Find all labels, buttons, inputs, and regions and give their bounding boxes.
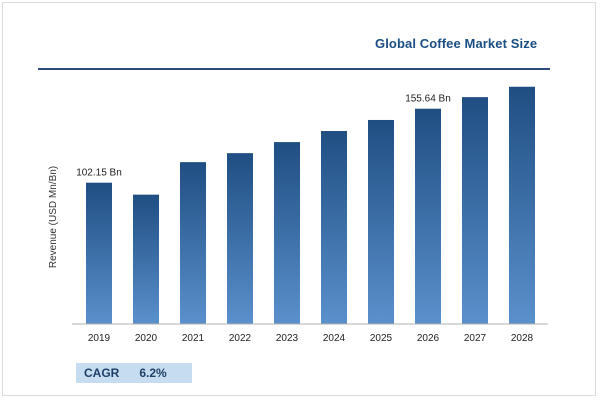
y-axis-label: Revenue (USD Mn/Bn) <box>48 166 59 268</box>
x-tick-label-2028: 2028 <box>511 333 534 344</box>
bar-2023 <box>274 142 300 324</box>
data-label-2019: 102.15 Bn <box>76 168 122 179</box>
bar-2024 <box>321 131 347 324</box>
x-tick-label-2021: 2021 <box>182 333 205 344</box>
x-tick-label-2027: 2027 <box>464 333 487 344</box>
cagr-label: CAGR <box>84 366 120 380</box>
bar-2022 <box>227 153 253 324</box>
x-tick-label-2023: 2023 <box>276 333 299 344</box>
bar-2027 <box>462 97 488 324</box>
x-tick-label-2022: 2022 <box>229 333 252 344</box>
x-tick-label-2019: 2019 <box>88 333 111 344</box>
chart-title: Global Coffee Market Size <box>375 36 538 51</box>
bar-2021 <box>180 162 206 324</box>
bar-2028 <box>509 86 535 324</box>
bar-2026 <box>415 108 441 324</box>
bar-2025 <box>368 119 394 324</box>
bar-2020 <box>133 194 159 324</box>
x-tick-labels: 2019 2020 2021 2022 2023 2024 2025 2026 2027 2028 <box>88 333 534 344</box>
cagr-box: CAGR 6.2% <box>76 363 192 383</box>
title-divider <box>38 68 550 70</box>
cagr-value: 6.2% <box>139 366 167 380</box>
bars-group <box>86 86 535 324</box>
x-tick-label-2024: 2024 <box>323 333 346 344</box>
x-tick-label-2026: 2026 <box>417 333 440 344</box>
data-labels: 102.15 Bn 155.64 Bn <box>76 94 451 179</box>
x-tick-label-2025: 2025 <box>370 333 393 344</box>
chart-frame <box>2 2 596 396</box>
data-label-2026: 155.64 Bn <box>405 94 451 105</box>
x-tick-label-2020: 2020 <box>135 333 158 344</box>
bar-2019 <box>86 182 112 324</box>
